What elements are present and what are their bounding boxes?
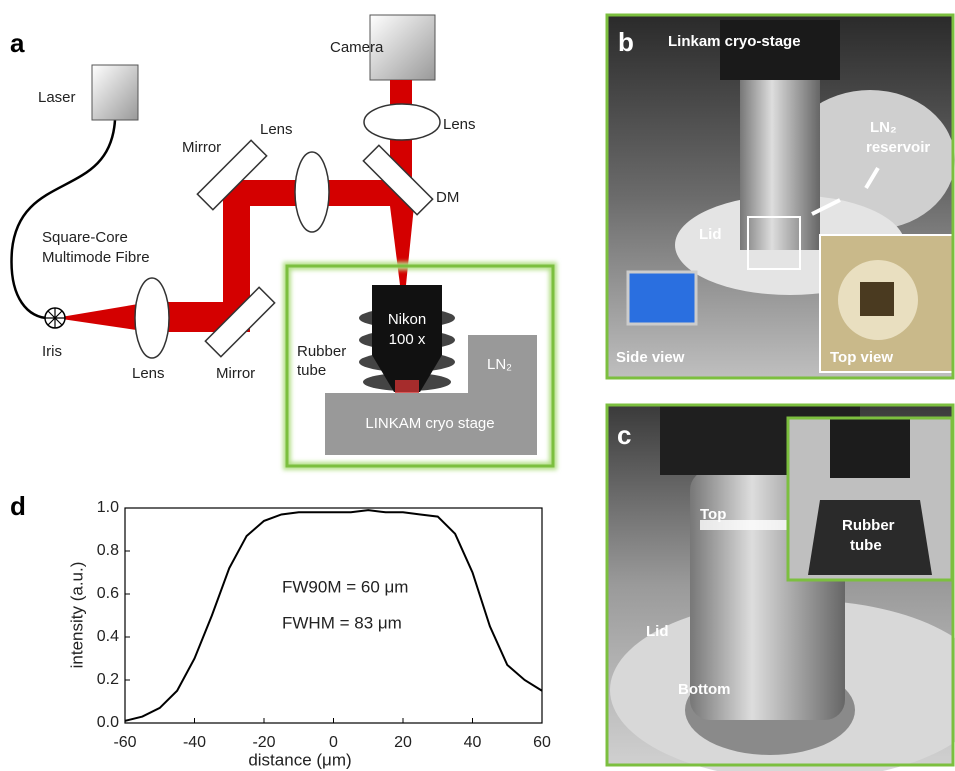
x-axis-label: distance (μm) [248, 750, 351, 769]
y-tick-label: 0.6 [97, 585, 119, 602]
label: Lens [443, 116, 476, 133]
x-tick-label: 40 [464, 734, 482, 751]
fibre [12, 120, 115, 318]
label: Mirror [182, 139, 221, 156]
screen [628, 272, 696, 324]
label: Rubber [297, 343, 346, 360]
label: Rubber [842, 517, 895, 534]
panel-label: d [10, 491, 26, 521]
lens [135, 278, 169, 358]
figure: a Camera Laser Lens Lens Mirror DM Squar… [0, 0, 955, 771]
label: Lid [646, 623, 669, 640]
y-axis-label: intensity (a.u.) [67, 562, 86, 669]
label: Laser [38, 89, 76, 106]
mount [720, 20, 840, 80]
label: Mirror [216, 365, 255, 382]
label: tube [297, 362, 326, 379]
label: DM [436, 189, 459, 206]
panel-label: c [617, 420, 631, 450]
y-tick-label: 0.0 [97, 714, 119, 731]
annotation: FW90M = 60 μm [282, 577, 408, 596]
panel-label: a [10, 28, 25, 58]
y-tick-label: 0.4 [97, 628, 119, 645]
iris-mark [45, 308, 65, 328]
label: Lens [132, 365, 165, 382]
x-tick-label: 20 [394, 734, 412, 751]
panel-c: c Top Rubber tube Lid Bottom [607, 405, 955, 771]
label: Square-Core [42, 229, 128, 246]
lens [364, 104, 440, 140]
x-tick-label: 60 [533, 734, 551, 751]
label: reservoir [866, 139, 930, 156]
panel-d: d distance (μm) intensity (a.u.) FW90M =… [10, 491, 551, 770]
label: LINKAM cryo stage [365, 415, 494, 432]
label: Bottom [678, 681, 731, 698]
label: Linkam cryo-stage [668, 33, 801, 50]
panel-a: a Camera Laser Lens Lens Mirror DM Squar… [10, 15, 553, 466]
panel-label: b [618, 27, 634, 57]
inset-mount [830, 418, 910, 478]
label: Multimode Fibre [42, 249, 150, 266]
label: 100 x [389, 331, 426, 348]
laser-box [92, 65, 138, 120]
inset-sample [860, 282, 894, 316]
y-tick-label: 0.8 [97, 542, 119, 559]
x-tick-label: 0 [329, 734, 338, 751]
label: Top view [830, 349, 893, 366]
label: Top [700, 506, 726, 523]
panel-b: b Linkam cryo-stage LN₂ reservoir Lid Si… [607, 15, 955, 378]
label: Side view [616, 349, 685, 366]
label: Camera [330, 39, 384, 56]
label: Nikon [388, 311, 426, 328]
objective [740, 80, 820, 250]
annotation: FWHM = 83 μm [282, 613, 402, 632]
label: Lens [260, 121, 293, 138]
label: Lid [699, 226, 722, 243]
x-tick-label: -20 [252, 734, 275, 751]
y-tick-label: 0.2 [97, 671, 119, 688]
x-tick-label: -60 [113, 734, 136, 751]
label: LN₂ [870, 119, 897, 136]
y-tick-label: 1.0 [97, 499, 119, 516]
sample-spot [395, 380, 419, 393]
label: Iris [42, 343, 62, 360]
lens [295, 152, 329, 232]
label: LN₂ [487, 356, 512, 373]
x-tick-label: -40 [183, 734, 206, 751]
label: tube [850, 537, 882, 554]
